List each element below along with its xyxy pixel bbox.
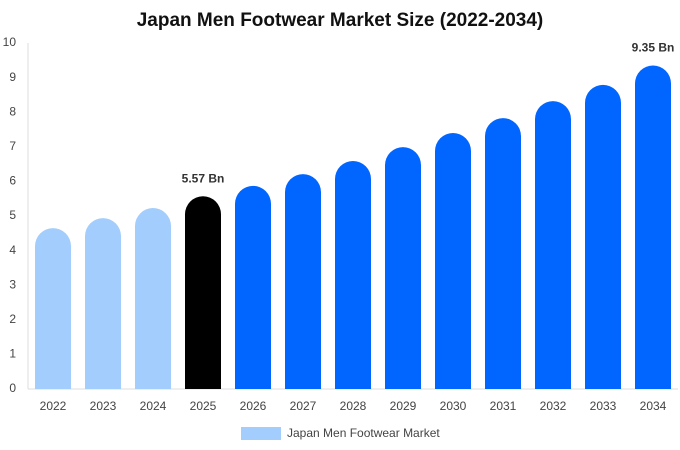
bar [635, 65, 671, 390]
bar [585, 84, 621, 389]
y-tick-label: 0 [9, 381, 16, 395]
bar [485, 118, 521, 389]
x-tick-label: 2033 [590, 399, 617, 413]
x-tick-label: 2028 [340, 399, 367, 413]
y-tick-label: 2 [9, 312, 16, 326]
y-tick-label: 3 [9, 277, 16, 291]
y-tick-label: 9 [9, 70, 16, 84]
bar [85, 218, 121, 389]
y-tick-label: 8 [9, 104, 16, 118]
x-tick-label: 2027 [290, 399, 317, 413]
x-tick-label: 2022 [40, 399, 67, 413]
bar [185, 196, 221, 389]
bar [335, 160, 371, 389]
y-tick-label: 4 [9, 243, 16, 257]
x-tick-label: 2031 [490, 399, 517, 413]
x-tick-label: 2025 [190, 399, 217, 413]
bar [535, 101, 571, 390]
bar [235, 185, 271, 389]
chart-title: Japan Men Footwear Market Size (2022-203… [137, 10, 544, 31]
x-tick-label: 2024 [140, 399, 167, 413]
bar [435, 132, 471, 389]
legend-swatch [241, 427, 281, 440]
value-label: 9.35 Bn [632, 41, 675, 55]
bar [35, 228, 71, 389]
x-tick-label: 2034 [640, 399, 667, 413]
x-tick-label: 2026 [240, 399, 267, 413]
y-tick-label: 7 [9, 139, 16, 153]
x-tick-label: 2029 [390, 399, 417, 413]
value-label: 5.57 Bn [182, 171, 225, 185]
bar [385, 147, 421, 389]
x-tick-label: 2030 [440, 399, 467, 413]
bar [285, 174, 321, 389]
legend-label: Japan Men Footwear Market [287, 426, 440, 440]
bar [135, 208, 171, 389]
x-tick-label: 2032 [540, 399, 567, 413]
y-tick-label: 6 [9, 174, 16, 188]
y-tick-label: 5 [9, 208, 16, 222]
y-tick-label: 10 [3, 35, 17, 49]
x-tick-label: 2023 [90, 399, 117, 413]
y-tick-label: 1 [9, 347, 16, 361]
